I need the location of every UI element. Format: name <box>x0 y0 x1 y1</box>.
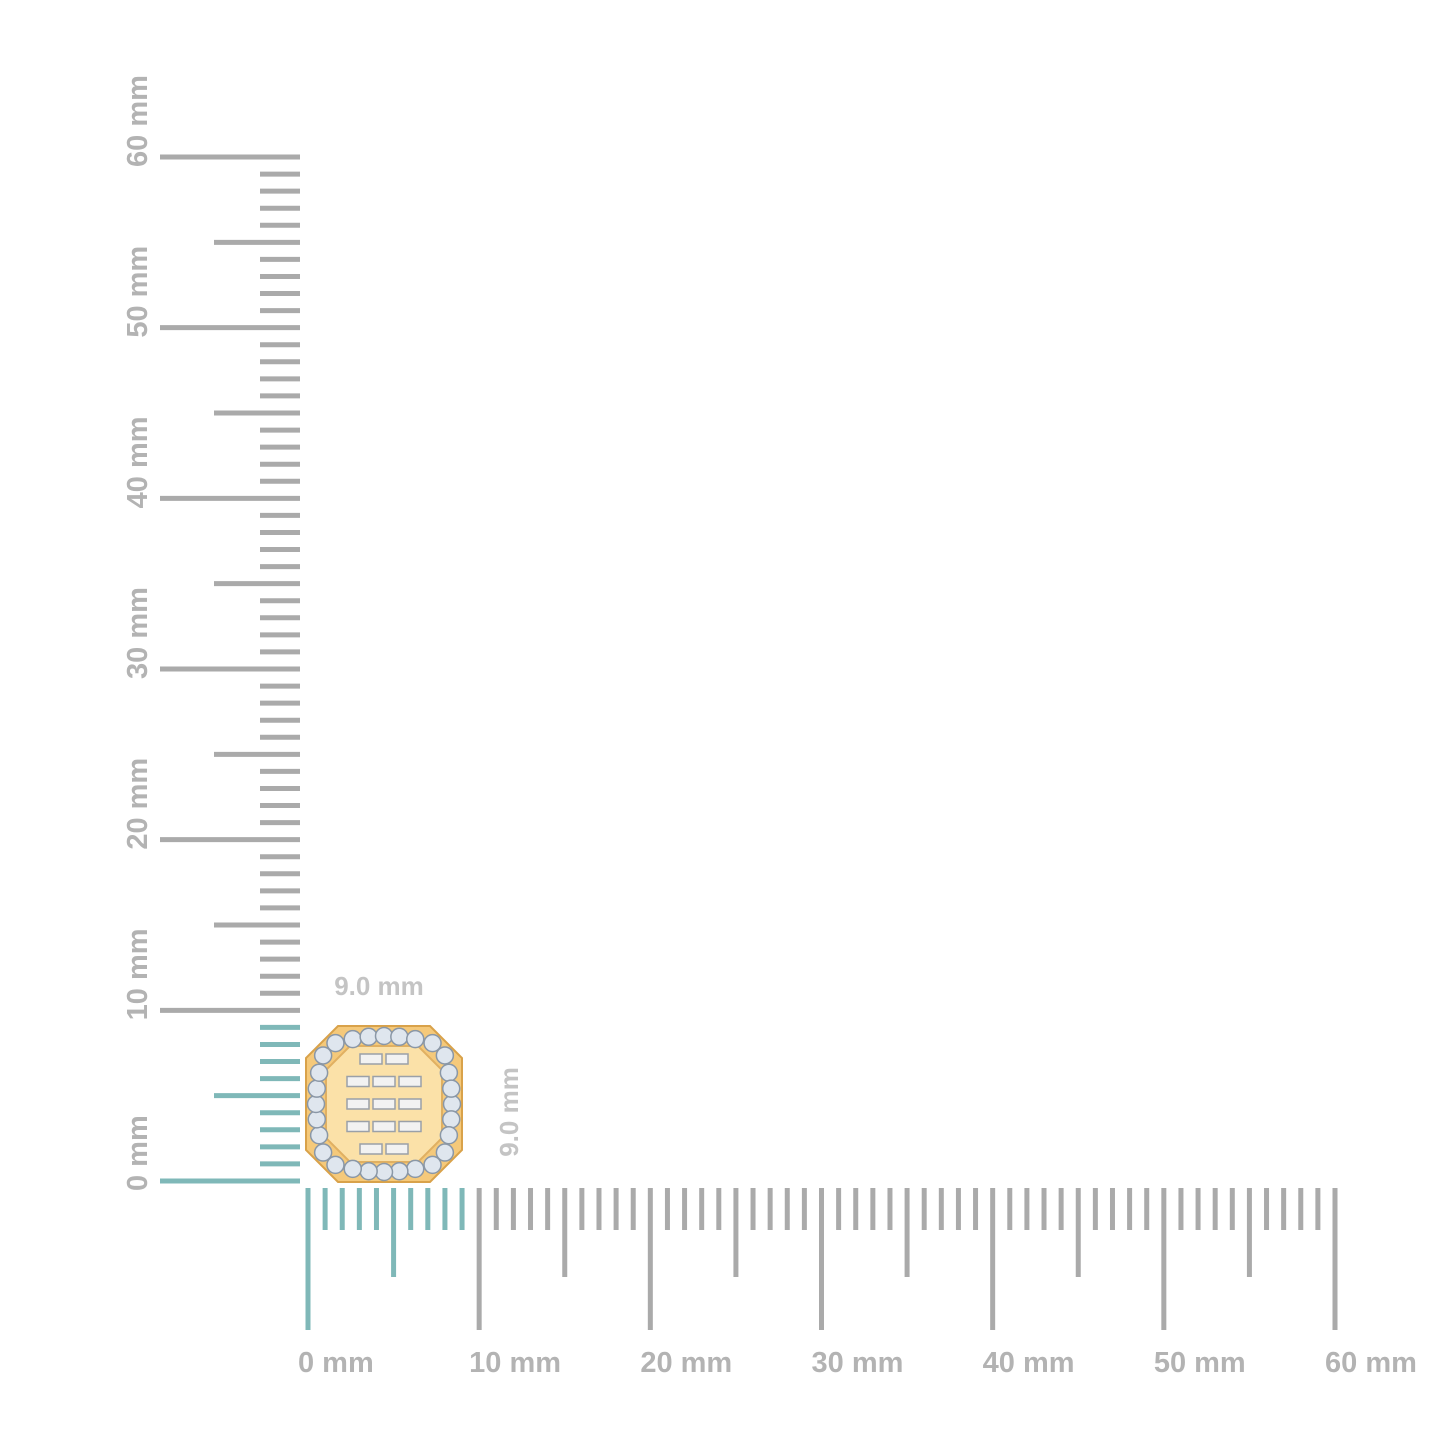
stone <box>390 1027 409 1047</box>
y-label: 50 mm <box>122 246 154 338</box>
baguette <box>346 1098 370 1110</box>
stone <box>423 1155 442 1175</box>
stone <box>309 1125 329 1145</box>
stone <box>439 1063 459 1083</box>
baguette <box>346 1075 370 1088</box>
stone <box>343 1159 363 1179</box>
stone <box>435 1143 455 1162</box>
stone <box>359 1161 378 1181</box>
y-label: 20 mm <box>122 758 154 850</box>
x-label: 40 mm <box>983 1347 1075 1379</box>
baguette <box>346 1120 370 1133</box>
stone <box>441 1110 461 1129</box>
baguette <box>359 1143 383 1155</box>
y-label: 0 mm <box>122 1115 154 1191</box>
y-label: 10 mm <box>122 928 154 1020</box>
stone <box>423 1033 442 1053</box>
y-label: 40 mm <box>122 416 154 508</box>
stone <box>374 1026 394 1046</box>
width-label: 9.0 mm <box>334 971 424 1001</box>
baguette <box>359 1053 383 1065</box>
y-label: 60 mm <box>122 75 154 167</box>
stone <box>435 1046 455 1065</box>
baguette <box>398 1075 422 1088</box>
x-label: 0 mm <box>298 1347 374 1379</box>
x-label: 50 mm <box>1154 1347 1246 1379</box>
stone <box>439 1125 459 1145</box>
stone <box>306 1094 326 1114</box>
stone <box>359 1027 378 1047</box>
stone <box>307 1079 327 1098</box>
stone <box>326 1155 345 1175</box>
stone <box>343 1029 363 1049</box>
stone <box>405 1159 425 1179</box>
y-label: 30 mm <box>122 587 154 679</box>
x-label: 20 mm <box>640 1347 732 1379</box>
stone <box>405 1029 425 1049</box>
height-label: 9.0 mm <box>494 1067 524 1157</box>
stone <box>390 1161 409 1181</box>
stone <box>309 1063 329 1083</box>
x-label: 60 mm <box>1325 1347 1417 1379</box>
baguette <box>372 1120 396 1133</box>
stone <box>326 1033 345 1053</box>
baguette <box>398 1120 422 1133</box>
stone <box>313 1046 333 1065</box>
x-label: 10 mm <box>469 1347 561 1379</box>
stone <box>374 1162 394 1182</box>
baguette <box>385 1053 409 1065</box>
rulers <box>160 154 1338 1330</box>
baguette <box>398 1098 422 1110</box>
stone <box>442 1094 462 1114</box>
baguette <box>372 1098 396 1110</box>
baguette <box>385 1143 409 1155</box>
baguette <box>372 1075 396 1088</box>
stone <box>313 1143 333 1162</box>
earring <box>305 1025 463 1183</box>
stone <box>441 1079 461 1098</box>
x-label: 30 mm <box>812 1347 904 1379</box>
stone <box>307 1110 327 1129</box>
